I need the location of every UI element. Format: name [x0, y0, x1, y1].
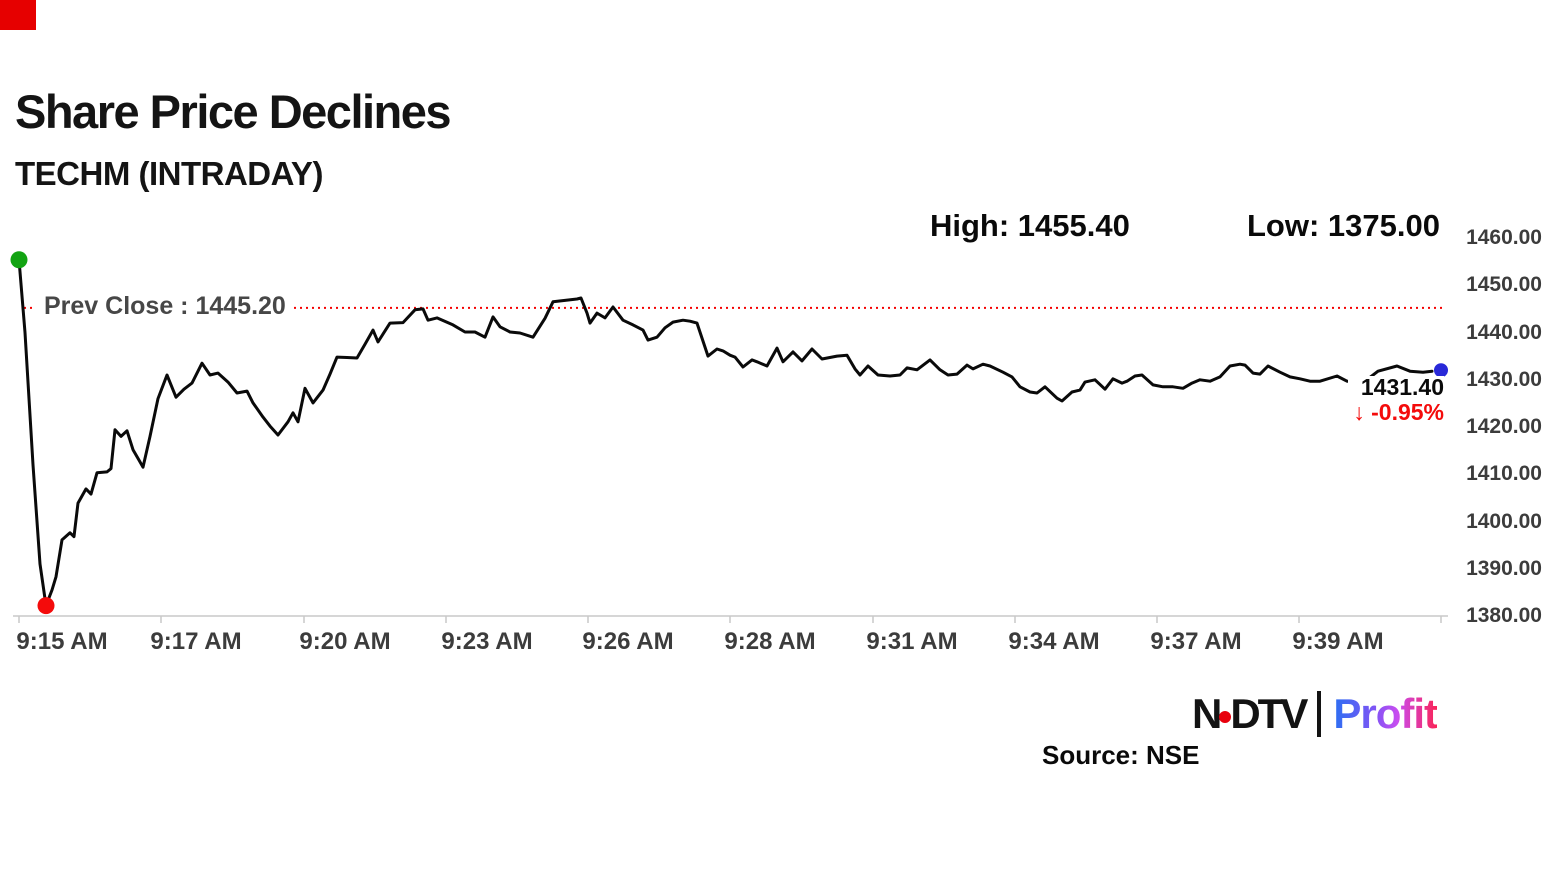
symbol-subtitle: TECHM (INTRADAY): [15, 155, 323, 192]
session-low-marker: [37, 597, 55, 615]
x-axis-label: 9:31 AM: [866, 628, 958, 655]
y-axis-label: 1390.00: [1466, 556, 1542, 580]
x-axis-label: 9:34 AM: [1008, 628, 1100, 655]
x-axis-label: 9:17 AM: [150, 628, 242, 655]
y-axis-label: 1430.00: [1466, 367, 1542, 391]
ndtv-logo-text-left: N: [1192, 690, 1222, 737]
x-axis-label: 9:28 AM: [724, 628, 816, 655]
y-axis-label: 1450.00: [1466, 273, 1542, 297]
last-price-callout: 1431.40 ↓ -0.95%: [1348, 376, 1444, 424]
x-axis-label: 9:15 AM: [16, 628, 108, 655]
day-low-readout: Low: 1375.00: [1247, 208, 1440, 243]
x-axis-label: 9:26 AM: [582, 628, 674, 655]
change-percent: -0.95%: [1371, 399, 1444, 425]
profit-logo-text: Profit: [1333, 690, 1438, 737]
day-high-readout: High: 1455.40: [930, 208, 1130, 243]
down-arrow-icon: ↓: [1353, 399, 1365, 425]
ndtv-red-dot-icon: [1219, 711, 1232, 723]
y-axis-label: 1380.00: [1466, 604, 1542, 627]
x-axis-label: 9:39 AM: [1292, 628, 1384, 655]
ndtv-profit-logo: N DTV Profit: [1192, 690, 1438, 738]
y-axis-label: 1420.00: [1466, 415, 1542, 438]
session-start-marker: [10, 251, 28, 269]
source-attribution: Source: NSE: [1042, 740, 1200, 770]
ndtv-logo-text-right: DTV: [1230, 690, 1308, 737]
last-price-value: 1431.40: [1348, 376, 1444, 399]
y-axis-label: 1400.00: [1466, 509, 1542, 533]
price-line: [17, 258, 1434, 608]
y-axis-label: 1410.00: [1466, 462, 1542, 486]
y-axis-label: 1440.00: [1466, 320, 1542, 344]
brand-corner-accent: [0, 0, 36, 30]
price-change-value: ↓ -0.95%: [1348, 401, 1444, 424]
x-axis-label: 9:23 AM: [441, 628, 533, 655]
prev-close-label: Prev Close : 1445.20: [36, 291, 294, 321]
y-axis-label: 1460.00: [1466, 226, 1542, 249]
x-axis-label: 9:37 AM: [1150, 628, 1242, 655]
page-title: Share Price Declines: [15, 85, 452, 138]
latest-price-marker: [1434, 363, 1448, 378]
logo-divider-bar: [1317, 691, 1322, 737]
x-axis-label: 9:20 AM: [299, 628, 391, 655]
